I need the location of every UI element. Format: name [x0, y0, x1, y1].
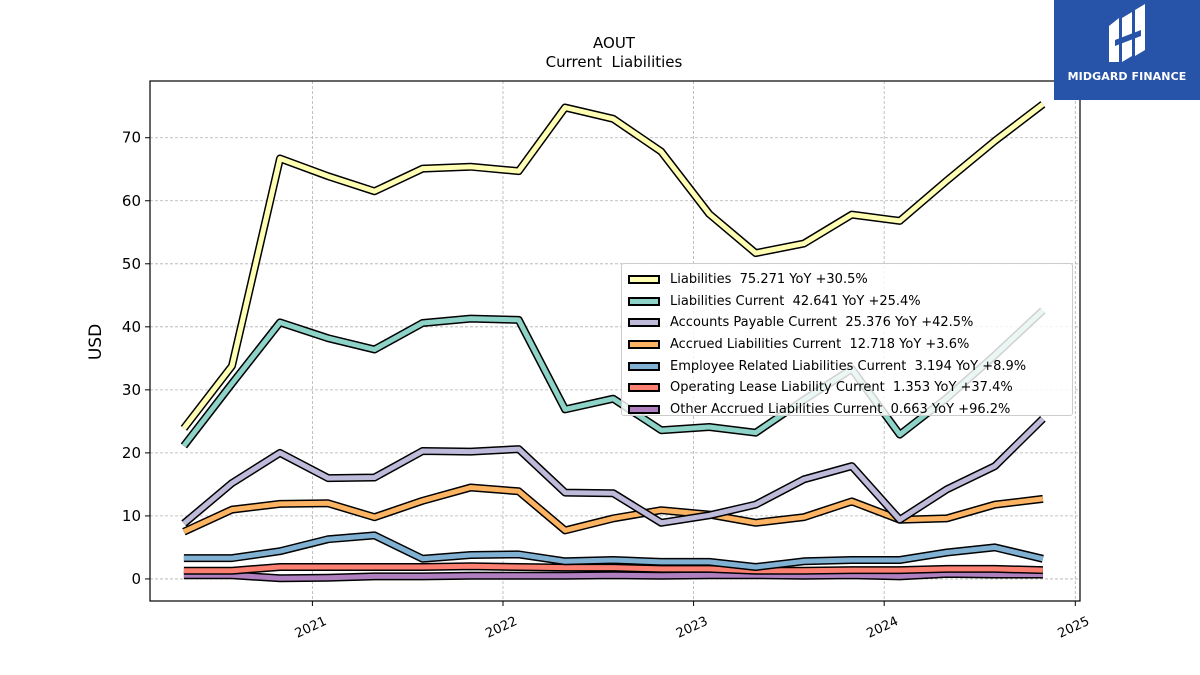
- y-axis-label: USD: [86, 324, 106, 360]
- legend-swatch: [628, 318, 660, 328]
- x-tick-label: 2022: [483, 614, 519, 642]
- legend-swatch: [628, 383, 660, 393]
- series-line: [183, 532, 1044, 570]
- legend-item: Liabilities Current 42.641 YoY +25.4%: [628, 291, 1072, 313]
- y-tick-label: 30: [122, 381, 141, 399]
- x-tick-label: 2025: [1056, 614, 1092, 642]
- legend: Liabilities 75.271 YoY +30.5% Liabilities…: [621, 263, 1073, 417]
- plot-frame: [149, 80, 1081, 602]
- legend-label: Operating Lease Liability Current 1.353 …: [670, 380, 1013, 396]
- legend-swatch: [628, 361, 660, 371]
- legend-label: Employee Related Liabilities Current 3.1…: [670, 358, 1027, 374]
- series-line: [181, 102, 1045, 430]
- legend-item: Accounts Payable Current 25.376 YoY +42.…: [628, 312, 1072, 334]
- legend-item: Accrued Liabilities Current 12.718 YoY +…: [628, 334, 1072, 356]
- x-tick-label: 2021: [293, 614, 329, 642]
- chart-title: AOUT: [593, 34, 636, 52]
- brand-name: MIDGARD FINANCE: [1067, 70, 1187, 83]
- legend-label: Accounts Payable Current 25.376 YoY +42.…: [670, 315, 974, 331]
- series-other-accrued-liabilities-current: [183, 569, 1043, 583]
- midgard-logo-icon: [1109, 4, 1145, 62]
- series-operating-lease-liability-current: [183, 562, 1043, 575]
- legend-swatch: [628, 275, 660, 285]
- x-tick-label: 2024: [865, 614, 901, 642]
- y-tick-label: 60: [122, 192, 141, 210]
- series-accounts-payable-current: [181, 415, 1046, 527]
- series-liabilities-current: [180, 307, 1046, 449]
- legend-item: Employee Related Liabilities Current 3.1…: [628, 355, 1072, 377]
- midgard-finance-logo: MIDGARD FINANCE: [1054, 0, 1200, 100]
- legend-swatch: [628, 404, 660, 414]
- y-tick-label: 70: [122, 129, 141, 147]
- legend-swatch: [628, 340, 660, 350]
- y-tick-label: 40: [122, 318, 141, 336]
- series-liabilities: [180, 101, 1046, 431]
- y-tick-label: 0: [131, 570, 141, 588]
- series-lines: [180, 101, 1046, 583]
- chart-subtitle: Current Liabilities: [546, 53, 683, 71]
- series-line: [182, 417, 1045, 526]
- x-tick-label: 2023: [674, 614, 710, 642]
- legend-label: Other Accrued Liabilities Current 0.663 …: [670, 401, 1011, 417]
- y-tick-label: 10: [122, 507, 141, 525]
- legend-label: Liabilities 75.271 YoY +30.5%: [670, 272, 868, 288]
- series-employee-related-liabilities-current: [183, 531, 1044, 571]
- y-tick-label: 50: [122, 255, 141, 273]
- series-line: [183, 563, 1043, 574]
- legend-item: Liabilities 75.271 YoY +30.5%: [628, 269, 1072, 291]
- series-line: [183, 571, 1043, 581]
- y-tick-label: 20: [122, 444, 141, 462]
- series-line: [181, 308, 1045, 448]
- legend-label: Liabilities Current 42.641 YoY +25.4%: [670, 293, 921, 309]
- legend-item: Other Accrued Liabilities Current 0.663 …: [628, 399, 1072, 421]
- legend-swatch: [628, 296, 660, 306]
- legend-item: Operating Lease Liability Current 1.353 …: [628, 377, 1072, 399]
- legend-label: Accrued Liabilities Current 12.718 YoY +…: [670, 337, 970, 353]
